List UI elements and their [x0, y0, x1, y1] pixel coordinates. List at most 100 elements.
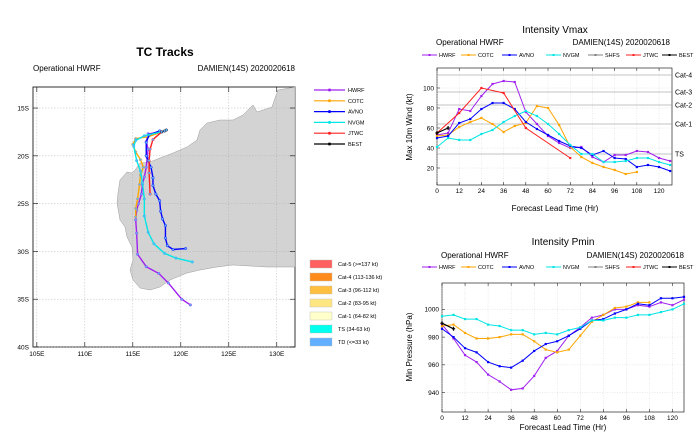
- data-point-cotc: [469, 120, 472, 124]
- x-tick-label: 96: [611, 188, 619, 195]
- x-tick-label: 72: [567, 188, 575, 195]
- category-label: TS (34-63 kt): [338, 327, 370, 333]
- data-point-hwrf: [486, 373, 490, 376]
- vmax-panel: Intensity Vmax Operational HWRF DAMIEN(1…: [405, 25, 694, 213]
- data-point-nvgm: [498, 324, 501, 328]
- legend-label-best: BEST: [348, 142, 363, 148]
- track-point-nvgm: [174, 256, 178, 260]
- data-point-hwrf: [558, 141, 561, 145]
- data-point-nvgm: [480, 132, 483, 136]
- data-point-avno: [646, 163, 650, 167]
- track-point-hwrf: [166, 281, 170, 285]
- data-point-cotc: [556, 351, 559, 354]
- x-tick-label: 108: [631, 188, 642, 195]
- data-point-hwrf: [480, 94, 483, 98]
- data-point-nvgm: [558, 132, 561, 136]
- data-point-nvgm: [475, 317, 478, 321]
- map-lat-tick-label: 30S: [17, 249, 29, 256]
- track-point-nvgm: [135, 159, 139, 163]
- data-point-nvgm: [579, 326, 582, 329]
- data-point-hwrf: [535, 122, 539, 126]
- data-point-nvgm: [533, 333, 536, 336]
- data-point-cotc: [613, 306, 616, 310]
- category-label: Cat-1 (64-82 kt): [338, 314, 377, 320]
- track-point-jtwc: [147, 171, 151, 175]
- data-point-cotc: [544, 348, 547, 351]
- category-label: Cat-5 (>=137 kt): [338, 262, 378, 268]
- data-point-nvgm: [544, 331, 547, 335]
- category-swatch: [309, 272, 333, 282]
- track-point-nvgm: [142, 214, 146, 218]
- legend-label-avno: AVNO: [519, 53, 535, 59]
- data-point-cotc: [624, 172, 627, 176]
- data-point-avno: [624, 157, 627, 161]
- data-point-hwrf: [458, 107, 461, 111]
- category-label: TD (<=33 kt): [338, 340, 369, 346]
- legend-marker-hwrf: [428, 54, 431, 56]
- legend-marker-nvgm: [552, 266, 555, 268]
- data-point-avno: [556, 340, 559, 343]
- data-point-nvgm: [625, 316, 628, 319]
- legend-label-cotc: COTC: [478, 265, 494, 271]
- track-point-hwrf: [144, 165, 148, 169]
- data-point-cotc: [452, 323, 455, 326]
- data-point-cotc: [636, 301, 640, 304]
- data-point-jtwc: [569, 156, 572, 160]
- data-point-nvgm: [535, 114, 539, 118]
- series-line-avno: [441, 296, 685, 369]
- track-point-cotc: [138, 182, 142, 186]
- data-point-nvgm: [590, 319, 593, 322]
- x-tick-label: 48: [522, 188, 530, 195]
- data-point-hwrf: [591, 155, 594, 159]
- legend-marker-jtwc: [632, 54, 635, 56]
- track-point-cotc: [134, 206, 138, 210]
- data-point-avno: [524, 120, 527, 124]
- map-lat-tick-label: 35S: [17, 297, 29, 304]
- legend-label-cotc: COTC: [348, 99, 364, 105]
- map-lat-tick-label: 40S: [17, 345, 29, 352]
- data-point-nvgm: [591, 152, 594, 156]
- data-point-hwrf: [498, 380, 501, 383]
- pmin-panel: Intensity Pmin Operational HWRF DAMIEN(1…: [405, 237, 694, 432]
- track-point-avno: [159, 209, 163, 213]
- data-point-best: [446, 126, 450, 130]
- y-tick-label: 100: [423, 85, 434, 92]
- track-cotc: [132, 131, 162, 217]
- vmax-subtitle-right: DAMIEN(14S) 2020020618: [573, 38, 671, 47]
- track-jtwc: [148, 131, 163, 195]
- data-point-cotc: [635, 170, 638, 174]
- data-point-cotc: [458, 125, 461, 129]
- track-point-nvgm: [146, 230, 150, 234]
- track-point-jtwc: [148, 147, 152, 151]
- category-line-label-ts: TS: [675, 152, 684, 159]
- data-point-cotc: [602, 313, 605, 317]
- data-point-avno: [602, 317, 605, 321]
- x-tick-label: 24: [484, 415, 492, 422]
- data-point-avno: [435, 136, 439, 140]
- category-line-label-cat-2: Cat-2: [675, 103, 692, 110]
- x-tick-label: 120: [654, 188, 665, 195]
- data-point-nvgm: [635, 156, 638, 160]
- legend-marker-cotc: [467, 266, 470, 268]
- data-point-avno: [580, 146, 583, 150]
- data-point-cotc: [580, 155, 583, 159]
- legend-label-jtwc: JTWC: [348, 131, 363, 137]
- category-swatch: [309, 337, 333, 347]
- pmin-x-axis-label: Forecast Lead Time (Hr): [520, 423, 607, 432]
- data-point-cotc: [475, 337, 478, 340]
- legend-label-nvgm: NVGM: [348, 120, 365, 126]
- legend-marker-nvgm: [328, 120, 331, 124]
- data-point-hwrf: [648, 305, 651, 308]
- data-point-nvgm: [524, 109, 527, 113]
- data-point-cotc: [491, 122, 494, 126]
- data-point-cotc: [648, 301, 651, 304]
- map-lon-tick-label: 105E: [29, 351, 45, 358]
- series-line-nvgm: [436, 110, 671, 166]
- track-point-hwrf: [134, 218, 138, 222]
- data-point-avno: [440, 327, 444, 330]
- data-point-hwrf: [636, 304, 640, 307]
- data-point-nvgm: [646, 156, 650, 160]
- track-map-subtitle-right: DAMIEN(14S) 2020020618: [198, 64, 296, 73]
- data-point-cotc: [502, 130, 505, 134]
- track-point-hwrf: [139, 192, 143, 196]
